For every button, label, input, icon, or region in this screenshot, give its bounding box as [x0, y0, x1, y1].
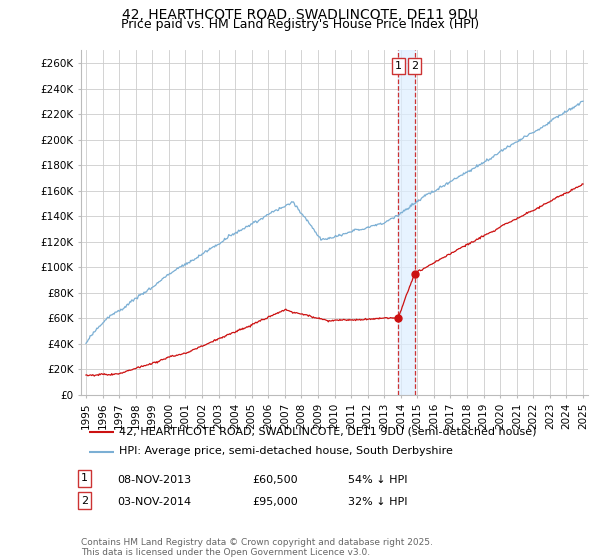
Text: 08-NOV-2013: 08-NOV-2013	[117, 475, 191, 485]
Text: 03-NOV-2014: 03-NOV-2014	[117, 497, 191, 507]
Text: £95,000: £95,000	[252, 497, 298, 507]
Text: 1: 1	[395, 60, 402, 71]
Bar	[398, 50, 415, 395]
Text: £60,500: £60,500	[252, 475, 298, 485]
Text: 32% ↓ HPI: 32% ↓ HPI	[348, 497, 407, 507]
Text: 1: 1	[81, 473, 88, 483]
Text: Contains HM Land Registry data © Crown copyright and database right 2025.
This d: Contains HM Land Registry data © Crown c…	[81, 538, 433, 557]
Text: Price paid vs. HM Land Registry's House Price Index (HPI): Price paid vs. HM Land Registry's House …	[121, 18, 479, 31]
Text: 54% ↓ HPI: 54% ↓ HPI	[348, 475, 407, 485]
Text: 2: 2	[81, 496, 88, 506]
Text: 42, HEARTHCOTE ROAD, SWADLINCOTE, DE11 9DU: 42, HEARTHCOTE ROAD, SWADLINCOTE, DE11 9…	[122, 8, 478, 22]
Text: HPI: Average price, semi-detached house, South Derbyshire: HPI: Average price, semi-detached house,…	[119, 446, 453, 456]
Text: 42, HEARTHCOTE ROAD, SWADLINCOTE, DE11 9DU (semi-detached house): 42, HEARTHCOTE ROAD, SWADLINCOTE, DE11 9…	[119, 427, 536, 437]
Text: 2: 2	[411, 60, 418, 71]
